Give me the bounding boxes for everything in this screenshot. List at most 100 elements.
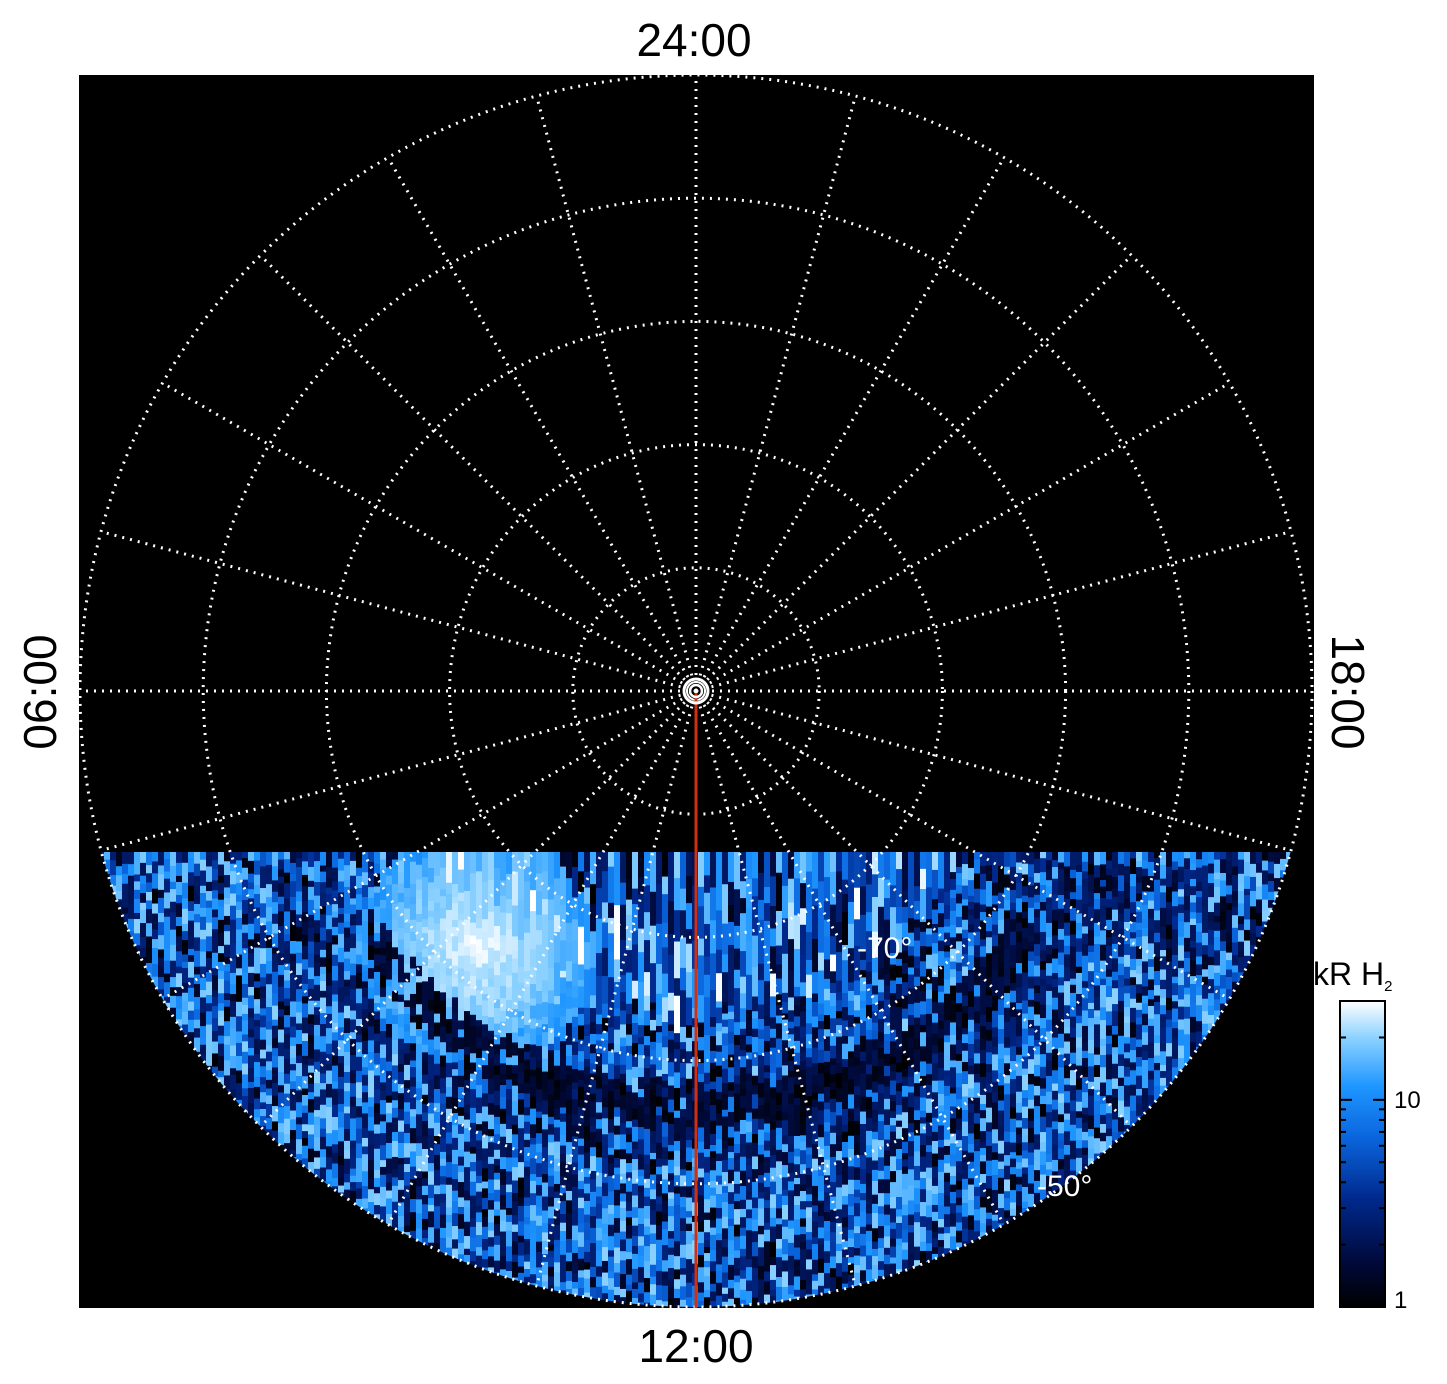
heatmap-cell: [998, 969, 1005, 978]
heatmap-cell: [956, 1073, 963, 1088]
heatmap-cell: [542, 1091, 549, 1101]
heatmap-cell: [614, 1065, 621, 1080]
heatmap-cell: [638, 1044, 645, 1056]
heatmap-cell: [596, 1251, 603, 1267]
heatmap-cell: [524, 1176, 531, 1191]
heatmap-cell: [314, 852, 321, 862]
heatmap-cell: [386, 1173, 393, 1183]
heatmap-cell: [884, 1236, 891, 1249]
heatmap-cell: [608, 951, 615, 978]
heatmap-cell: [932, 1117, 939, 1133]
heatmap-cell: [848, 901, 855, 925]
heatmap-cell: [782, 1019, 789, 1032]
heatmap-cell: [668, 885, 675, 902]
heatmap-cell: [608, 1119, 615, 1134]
heatmap-cell: [440, 972, 447, 985]
heatmap-cell: [878, 1213, 885, 1227]
heatmap-cell: [734, 1122, 741, 1132]
heatmap-cell: [428, 1211, 435, 1228]
heatmap-cell: [962, 1071, 969, 1085]
heatmap-cell: [962, 1136, 969, 1152]
heatmap-cell: [950, 1087, 957, 1094]
heatmap-cell: [842, 1257, 849, 1273]
heatmap-cell: [824, 1122, 831, 1132]
heatmap-cell: [656, 1183, 663, 1197]
heatmap-cell: [746, 1291, 753, 1305]
heatmap-cell: [614, 1205, 621, 1219]
heatmap-cell: [392, 1214, 399, 1223]
heatmap-cell: [974, 859, 981, 875]
heatmap-cell: [716, 1031, 723, 1046]
heatmap-cell: [716, 949, 723, 974]
heatmap-cell: [572, 1273, 579, 1283]
heatmap-cell: [1040, 1066, 1047, 1079]
heatmap-cell: [368, 897, 375, 910]
heatmap-cell: [1010, 1061, 1017, 1071]
heatmap-cell: [926, 1205, 933, 1218]
heatmap-cell: [890, 1041, 897, 1058]
heatmap-cell: [1040, 961, 1047, 971]
heatmap-cell: [680, 1062, 687, 1079]
heatmap-cell: [698, 1300, 705, 1307]
heatmap-cell: [890, 1111, 897, 1119]
heatmap-cell: [1052, 1083, 1059, 1092]
heatmap-cell: [584, 1240, 591, 1253]
heatmap-cell: [758, 1265, 765, 1281]
heatmap-cell: [494, 852, 501, 869]
heatmap-cell: [680, 1148, 687, 1160]
heatmap-cell: [704, 1253, 711, 1262]
heatmap-cell: [830, 1209, 837, 1223]
heatmap-cell: [938, 1002, 945, 1013]
heatmap-cell: [428, 1134, 435, 1152]
heatmap-cell: [908, 967, 915, 976]
heatmap-cell: [1058, 1169, 1065, 1177]
heatmap-cell: [362, 897, 369, 910]
heatmap-cell: [350, 1054, 357, 1072]
heatmap-cell: [422, 919, 429, 928]
heatmap-cell: [284, 1027, 291, 1035]
heatmap-cell: [236, 975, 243, 988]
heatmap-cell: [800, 1097, 807, 1111]
heatmap-cell: [356, 888, 363, 895]
heatmap-cell: [224, 1060, 231, 1076]
heatmap-cell: [248, 898, 255, 914]
heatmap-cell: [260, 938, 267, 949]
heatmap-cell: [638, 1025, 645, 1038]
heatmap-cell: [872, 1022, 879, 1032]
heatmap-cell: [752, 1156, 759, 1170]
heatmap-cell: [296, 1012, 303, 1024]
heatmap-cell: [710, 1151, 717, 1158]
heatmap-cell: [404, 1000, 411, 1008]
heatmap-cell: [608, 1271, 615, 1279]
heatmap-cell: [470, 1095, 477, 1109]
heatmap-cell: [188, 858, 195, 873]
heatmap-cell: [794, 1219, 801, 1236]
heatmap-cell: [524, 987, 531, 1004]
heatmap-cell: [1028, 960, 1035, 978]
heatmap-cell: [440, 1055, 447, 1068]
heatmap-cell: [524, 1205, 531, 1218]
heatmap-cell: [638, 1267, 645, 1283]
heatmap-cell: [206, 971, 213, 983]
heatmap-cell: [848, 1206, 855, 1216]
heatmap-cell: [350, 1000, 357, 1012]
heatmap-cell: [434, 1136, 441, 1145]
heatmap-cell: [614, 1052, 621, 1066]
heatmap-cell: [470, 1003, 477, 1016]
heatmap-cell: [674, 1061, 681, 1073]
heatmap-cell: [1022, 1201, 1029, 1209]
heatmap-cell: [314, 942, 321, 956]
heatmap-cell: [974, 1063, 981, 1075]
heatmap-cell: [422, 1094, 429, 1105]
heatmap-cell: [482, 938, 489, 951]
heatmap-cell: [902, 1008, 909, 1020]
heatmap-cell: [476, 939, 483, 954]
heatmap-cell: [374, 995, 381, 1004]
heatmap-cell: [356, 1097, 363, 1107]
heatmap-cell: [1028, 1120, 1035, 1129]
heatmap-cell: [1046, 1127, 1053, 1140]
heatmap-cell: [1016, 898, 1023, 913]
heatmap-cell: [254, 1054, 261, 1063]
heatmap-cell: [794, 1156, 801, 1165]
heatmap-cell: [650, 1102, 657, 1118]
